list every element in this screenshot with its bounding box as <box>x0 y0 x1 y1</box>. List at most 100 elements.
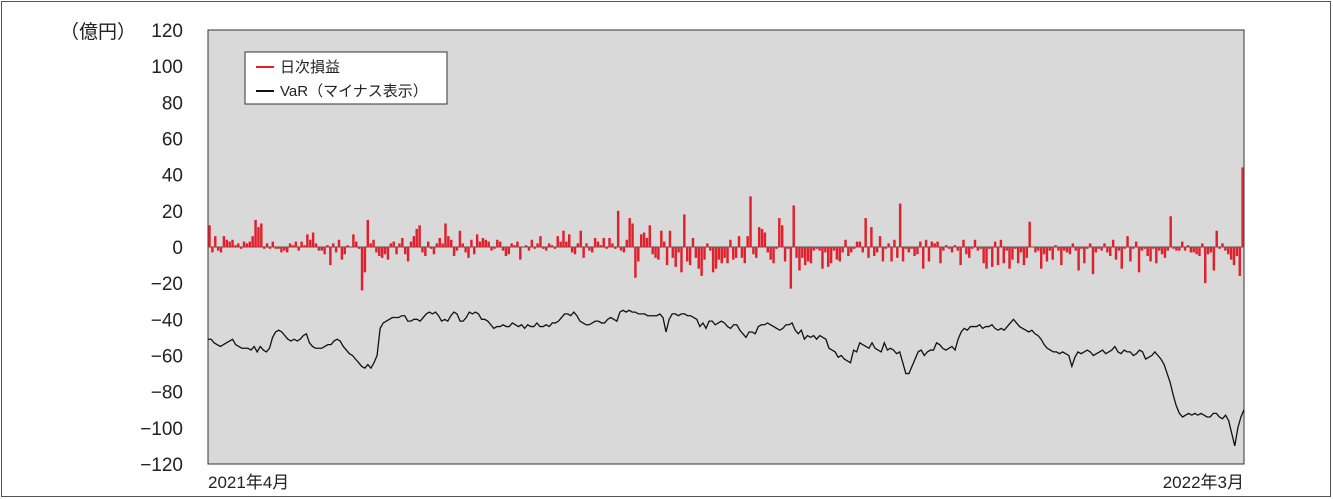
pnl-bar <box>458 230 462 247</box>
y-tick-label: −60 <box>151 347 183 368</box>
legend-label-var: VaR（マイナス表示） <box>280 83 428 100</box>
y-tick-label: −80 <box>151 383 183 404</box>
pnl-bar <box>1106 247 1109 253</box>
y-tick-label: 100 <box>151 57 183 78</box>
pnl-bar <box>1062 247 1066 251</box>
pnl-bar <box>803 247 807 266</box>
pnl-bar <box>521 247 525 248</box>
pnl-bar <box>588 247 591 251</box>
pnl-bar <box>991 247 994 267</box>
pnl-bar <box>671 247 675 258</box>
x-tick-label-start: 2021年4月 <box>208 473 289 492</box>
pnl-bar <box>248 241 252 247</box>
pnl-bar <box>645 237 649 247</box>
pnl-bar <box>559 241 562 247</box>
pnl-bar <box>444 223 447 247</box>
y-tick-label: −120 <box>140 455 183 476</box>
pnl-bar <box>691 237 695 247</box>
pnl-bar <box>1157 247 1161 251</box>
pnl-bar <box>542 247 545 249</box>
pnl-bar <box>861 247 864 253</box>
pnl-bar <box>968 247 971 258</box>
pnl-bar <box>363 247 367 273</box>
pnl-bar <box>1224 247 1227 251</box>
pnl-bar <box>317 247 321 251</box>
pnl-bar <box>628 218 631 247</box>
pnl-bar <box>1039 247 1043 269</box>
pnl-bar <box>737 236 741 247</box>
pnl-bar <box>576 243 580 247</box>
pnl-bar <box>757 227 761 247</box>
pnl-bar <box>579 230 582 247</box>
pnl-bar <box>251 236 254 247</box>
pnl-bar <box>818 247 821 251</box>
pnl-bar <box>493 247 496 249</box>
pnl-bar <box>337 239 341 247</box>
pnl-bar <box>395 247 398 255</box>
pnl-bar <box>962 239 965 247</box>
pnl-bar <box>1146 247 1149 257</box>
pnl-bar <box>999 239 1003 247</box>
pnl-bar <box>760 228 764 247</box>
pnl-bar <box>225 239 228 247</box>
pnl-bar <box>642 232 646 247</box>
pnl-bar <box>467 247 470 258</box>
pnl-bar <box>231 239 234 247</box>
pnl-bar <box>711 247 715 273</box>
pnl-bar <box>1111 239 1115 247</box>
pnl-bar <box>539 236 542 247</box>
pnl-bar <box>1218 247 1221 249</box>
pnl-bar <box>421 247 424 253</box>
pnl-bar <box>478 241 482 247</box>
pnl-bar <box>625 239 629 247</box>
pnl-bar <box>303 245 306 247</box>
pnl-bar <box>254 219 257 248</box>
pnl-bar <box>403 247 407 255</box>
pnl-bar <box>668 230 672 247</box>
pnl-bar <box>378 247 381 257</box>
pnl-bar <box>939 247 942 264</box>
y-tick-label: 0 <box>172 238 183 259</box>
pnl-bar <box>697 247 700 269</box>
pnl-bar <box>1149 247 1152 262</box>
pnl-bar <box>265 243 269 247</box>
pnl-bar <box>602 237 605 247</box>
pnl-bar <box>930 241 934 247</box>
daily-pnl-bars <box>208 167 1244 291</box>
y-tick-label: 80 <box>162 93 183 114</box>
y-tick-label: −100 <box>140 419 183 440</box>
pnl-bar <box>1114 247 1118 260</box>
pnl-bar <box>389 243 393 247</box>
legend-label-daily-pnl: 日次損益 <box>280 59 340 76</box>
pnl-bar <box>1160 247 1164 255</box>
pnl-bar <box>921 247 925 269</box>
pnl-bar <box>616 210 620 247</box>
pnl-bar <box>827 247 830 267</box>
pnl-bar <box>919 241 922 247</box>
pnl-bar <box>622 247 626 253</box>
pnl-bar <box>985 247 988 269</box>
pnl-bar <box>306 234 309 247</box>
pnl-bar <box>1002 247 1005 264</box>
pnl-bar <box>320 247 323 251</box>
pnl-bar <box>228 241 231 247</box>
pnl-bar <box>565 241 568 247</box>
pnl-bar <box>1166 247 1170 251</box>
pnl-bar <box>1195 247 1198 255</box>
pnl-bar <box>1060 247 1063 266</box>
pnl-bar <box>824 247 827 253</box>
pnl-bar <box>631 223 634 247</box>
pnl-bar <box>507 247 511 255</box>
pnl-bar <box>1186 245 1190 247</box>
pnl-bar <box>887 243 890 247</box>
pnl-bar <box>780 225 784 247</box>
pnl-bar <box>884 247 888 249</box>
pnl-bar <box>369 243 372 247</box>
pnl-bar <box>409 241 413 247</box>
pnl-bar <box>657 247 660 260</box>
pnl-bar <box>285 247 289 253</box>
pnl-bar <box>239 247 243 249</box>
pnl-bar <box>1034 247 1037 253</box>
pnl-bar <box>1229 247 1233 260</box>
